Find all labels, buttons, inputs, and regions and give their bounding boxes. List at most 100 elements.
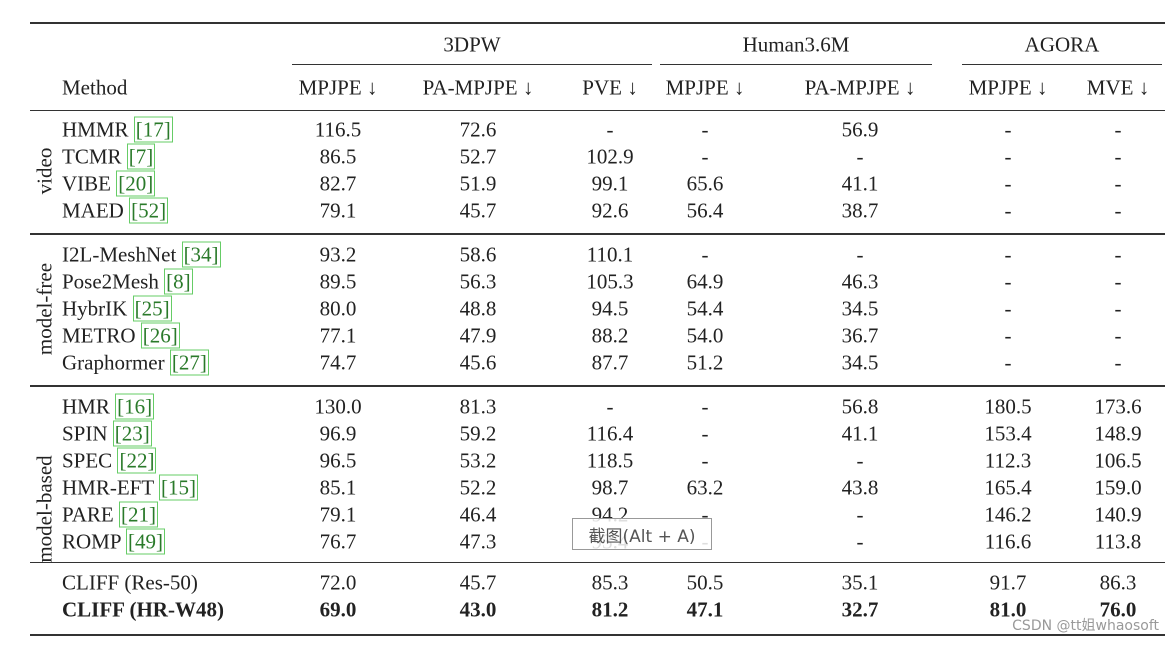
value-cell: 48.8	[459, 296, 497, 321]
value-cell: 99.1	[591, 171, 629, 196]
value-cell: -	[856, 242, 864, 267]
value-cell: -	[1114, 269, 1122, 294]
citation[interactable]: [26]	[140, 322, 180, 349]
section-label: model-free	[32, 262, 57, 356]
value-cell: 116.4	[586, 421, 634, 446]
method-name: Graphormer	[62, 350, 165, 375]
value-cell: 173.6	[1094, 394, 1142, 419]
value-cell: -	[1004, 117, 1012, 142]
method-cell: HMR-EFT [15]	[62, 474, 199, 501]
group-header: AGORA	[1024, 32, 1100, 57]
citation[interactable]: [23]	[112, 420, 152, 447]
method-cell: SPEC [22]	[62, 447, 157, 474]
method-name: Pose2Mesh	[62, 269, 159, 294]
value-cell: 47.1	[686, 597, 724, 622]
value-cell: 45.7	[459, 198, 497, 223]
value-cell: 35.1	[841, 570, 879, 595]
value-cell: 106.5	[1094, 448, 1142, 473]
citation[interactable]: [27]	[169, 349, 209, 376]
value-cell: 165.4	[984, 475, 1032, 500]
value-cell: -	[1004, 350, 1012, 375]
method-cell: TCMR [7]	[62, 143, 156, 170]
method-name: TCMR	[62, 144, 122, 169]
value-cell: 82.7	[319, 171, 357, 196]
value-cell: -	[701, 117, 709, 142]
value-cell: 34.5	[841, 296, 879, 321]
value-cell: -	[701, 242, 709, 267]
value-cell: 56.3	[459, 269, 497, 294]
citation[interactable]: [22]	[117, 447, 157, 474]
value-cell: 45.7	[459, 570, 497, 595]
value-cell: 113.8	[1094, 529, 1142, 554]
value-cell: 91.7	[989, 570, 1027, 595]
screenshot-tooltip: 截图(Alt + A)	[572, 518, 712, 550]
value-cell: 53.2	[459, 448, 497, 473]
value-cell: 58.6	[459, 242, 497, 267]
value-cell: -	[606, 394, 614, 419]
method-cell: MAED [52]	[62, 197, 169, 224]
value-cell: 76.7	[319, 529, 357, 554]
value-cell: 153.4	[984, 421, 1032, 446]
citation[interactable]: [49]	[126, 528, 165, 555]
value-cell: 32.7	[841, 597, 879, 622]
column-header: MVE ↓	[1086, 75, 1150, 100]
method-cell: SPIN [23]	[62, 420, 152, 447]
value-cell: -	[1114, 242, 1122, 267]
value-cell: 47.9	[459, 323, 497, 348]
value-cell: 112.3	[984, 448, 1032, 473]
value-cell: 85.3	[591, 570, 629, 595]
group-header: 3DPW	[443, 32, 501, 57]
value-cell: 110.1	[586, 242, 634, 267]
value-cell: 34.5	[841, 350, 879, 375]
column-header: PA-MPJPE ↓	[804, 75, 916, 100]
citation[interactable]: [15]	[159, 474, 199, 501]
value-cell: 41.1	[841, 421, 879, 446]
value-cell: 159.0	[1094, 475, 1142, 500]
citation[interactable]: [17]	[133, 116, 173, 143]
value-cell: 130.0	[314, 394, 362, 419]
value-cell: -	[1114, 117, 1122, 142]
value-cell: 86.3	[1099, 570, 1137, 595]
citation[interactable]: [21]	[119, 501, 159, 528]
method-cell: HMMR [17]	[62, 116, 173, 143]
citation[interactable]: [52]	[129, 197, 169, 224]
value-cell: -	[1114, 296, 1122, 321]
value-cell: 41.1	[841, 171, 879, 196]
watermark: CSDN @tt姐whaosoft	[1012, 618, 1159, 634]
citation[interactable]: [25]	[132, 295, 172, 322]
section-label: video	[32, 147, 57, 194]
citation[interactable]: [34]	[181, 241, 221, 268]
value-cell: -	[1114, 144, 1122, 169]
method-cell: METRO [26]	[62, 322, 180, 349]
value-cell: 89.5	[319, 269, 357, 294]
rule	[660, 64, 932, 65]
value-cell: -	[1114, 198, 1122, 223]
method-cell: CLIFF (HR-W48)	[62, 599, 224, 621]
rule	[30, 385, 1165, 387]
citation[interactable]: [7]	[126, 143, 156, 170]
citation[interactable]: [8]	[164, 268, 193, 295]
value-cell: 79.1	[319, 198, 357, 223]
value-cell: 102.9	[586, 144, 634, 169]
method-name: CLIFF (Res-50)	[62, 570, 198, 595]
value-cell: 80.0	[319, 296, 357, 321]
column-header: Method	[62, 75, 128, 100]
value-cell: -	[856, 529, 864, 554]
value-cell: 116.5	[314, 117, 362, 142]
value-cell: 76.0	[1099, 597, 1137, 622]
value-cell: 52.2	[459, 475, 497, 500]
value-cell: 45.6	[459, 350, 497, 375]
rule	[30, 22, 1165, 24]
value-cell: 148.9	[1094, 421, 1142, 446]
method-name: PARE	[62, 502, 114, 527]
value-cell: 38.7	[841, 198, 879, 223]
method-name: MAED	[62, 198, 124, 223]
value-cell: -	[1004, 269, 1012, 294]
rule	[292, 64, 652, 65]
citation[interactable]: [20]	[116, 170, 156, 197]
citation[interactable]: [16]	[115, 393, 155, 420]
method-name: HMMR	[62, 117, 129, 142]
value-cell: -	[1004, 171, 1012, 196]
value-cell: -	[701, 144, 709, 169]
value-cell: 72.6	[459, 117, 497, 142]
